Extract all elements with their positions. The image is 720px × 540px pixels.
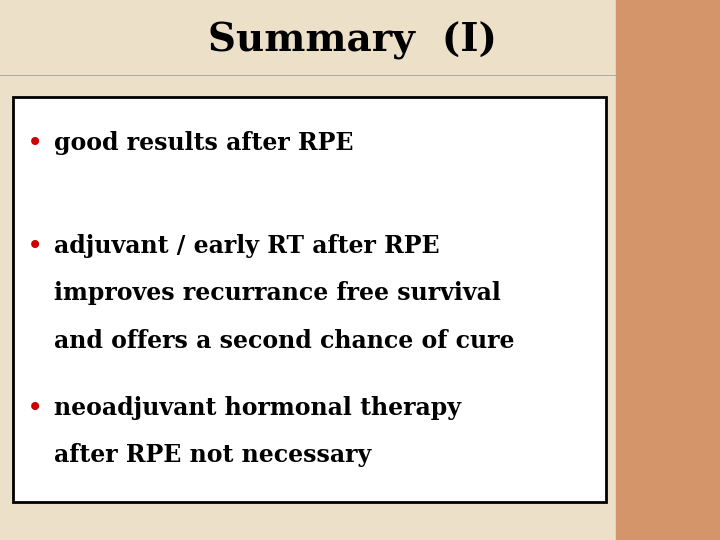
Text: •: • bbox=[27, 232, 42, 260]
Text: •: • bbox=[27, 129, 42, 157]
Text: and offers a second chance of cure: and offers a second chance of cure bbox=[54, 329, 515, 353]
Text: good results after RPE: good results after RPE bbox=[54, 131, 354, 155]
Text: Summary  (I): Summary (I) bbox=[208, 21, 498, 60]
Bar bbox=[616, 0, 720, 540]
Text: •: • bbox=[27, 394, 42, 422]
Text: adjuvant / early RT after RPE: adjuvant / early RT after RPE bbox=[54, 234, 440, 258]
Text: after RPE not necessary: after RPE not necessary bbox=[54, 443, 372, 467]
FancyBboxPatch shape bbox=[13, 97, 606, 502]
Text: improves recurrance free survival: improves recurrance free survival bbox=[54, 281, 501, 305]
Text: neoadjuvant hormonal therapy: neoadjuvant hormonal therapy bbox=[54, 396, 461, 420]
